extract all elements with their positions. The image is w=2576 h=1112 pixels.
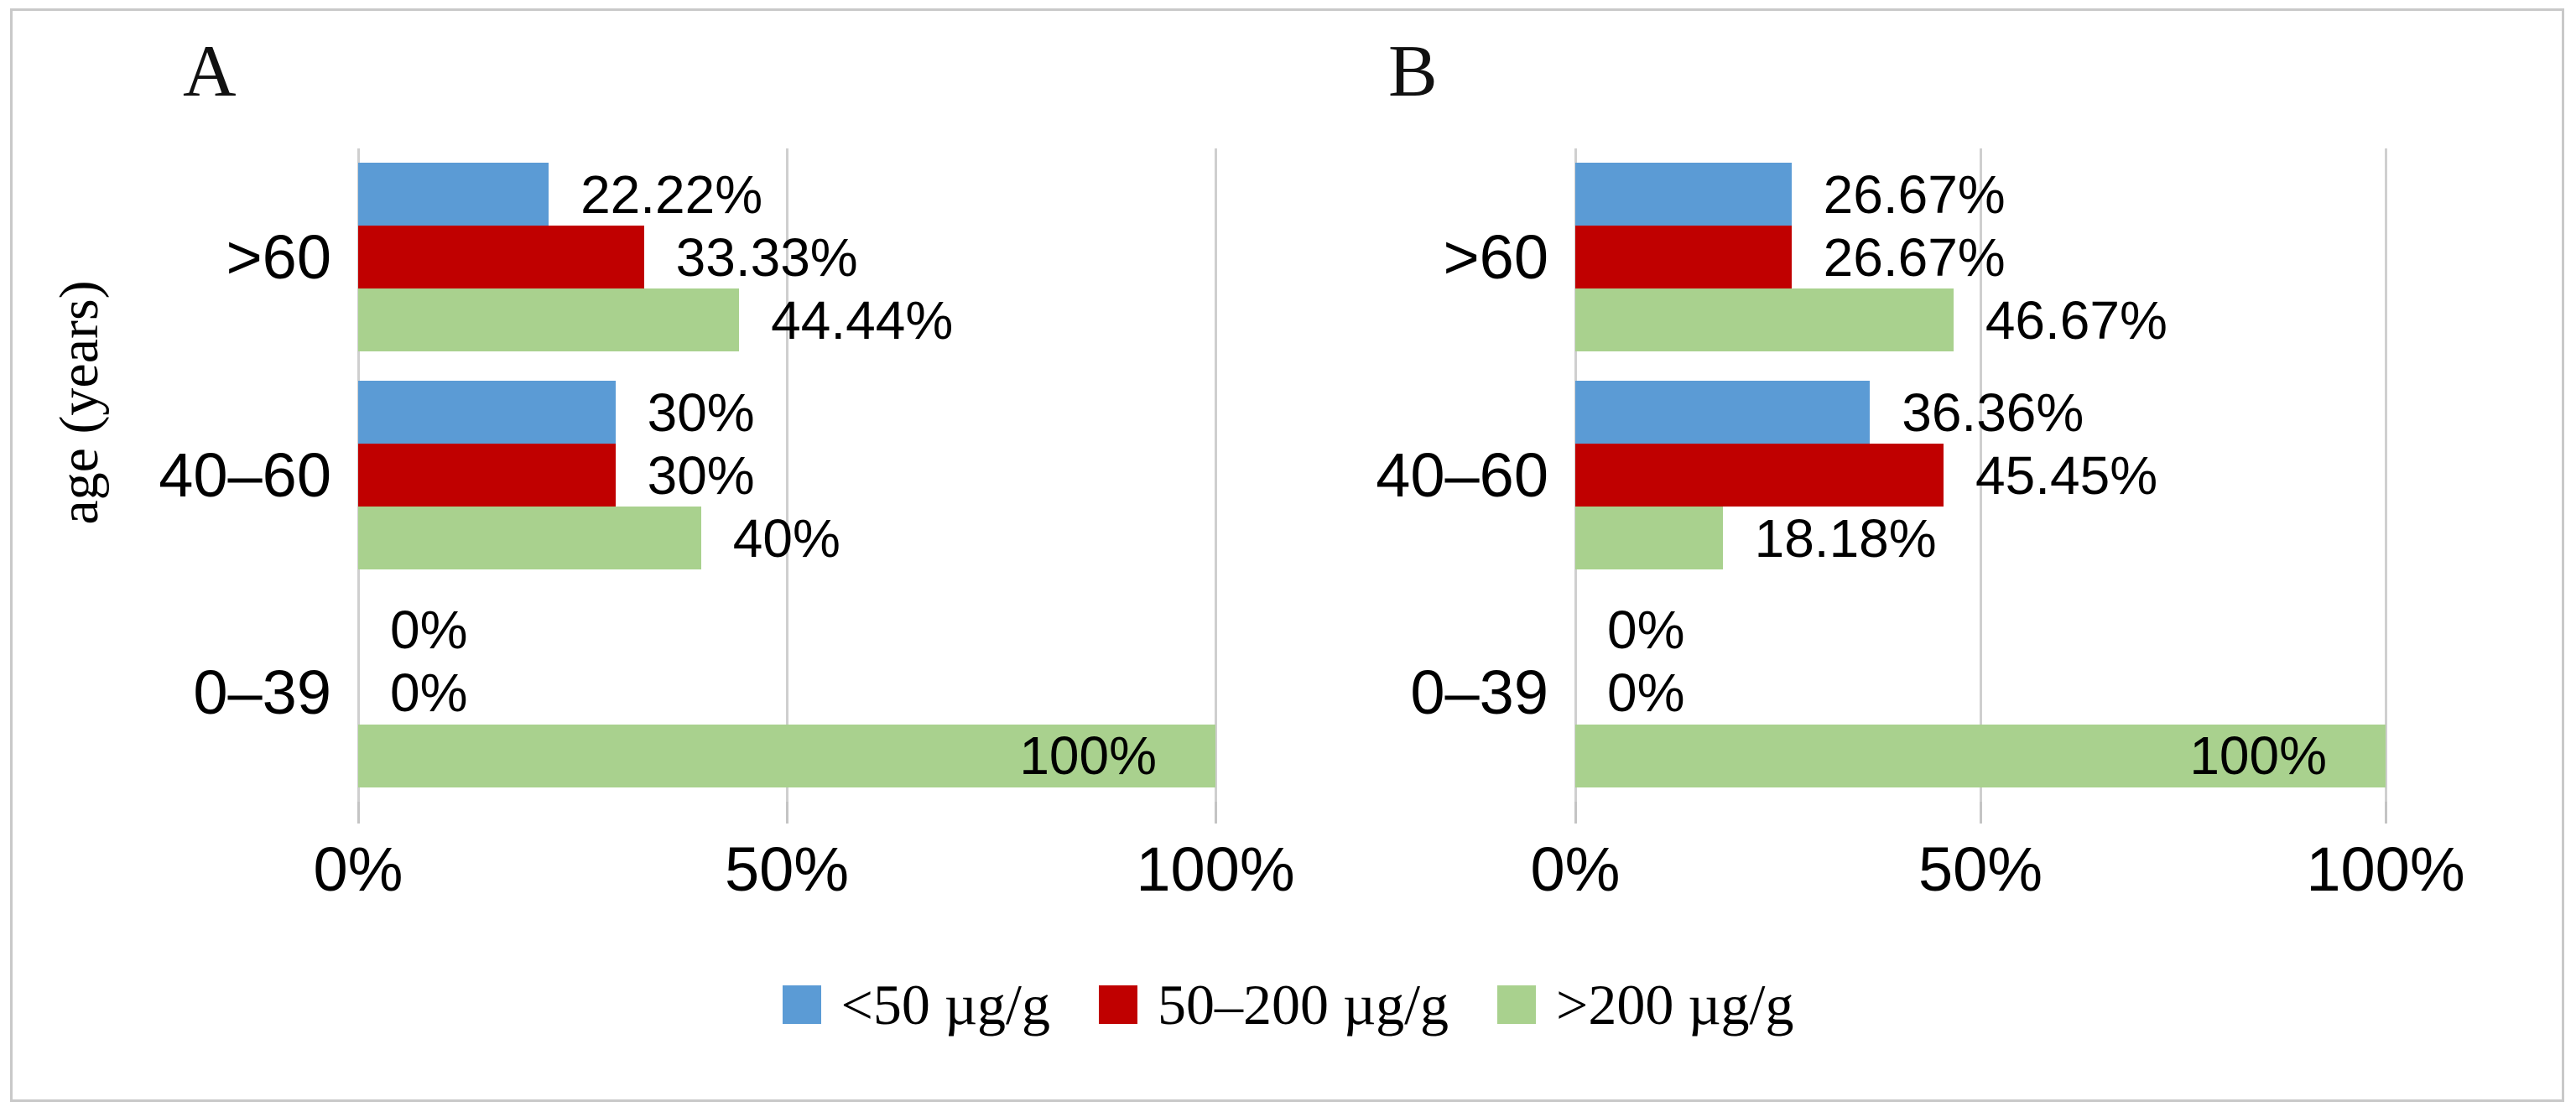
legend-item: >200 µg/g bbox=[1497, 976, 1793, 1033]
category-label: 0–39 bbox=[1410, 657, 1548, 728]
data-label: 36.36% bbox=[1902, 382, 2084, 443]
axis-tick bbox=[1214, 802, 1217, 824]
axis-tick bbox=[785, 802, 788, 824]
data-label: 100% bbox=[1019, 725, 1157, 787]
data-label: 45.45% bbox=[1975, 444, 2158, 506]
data-label: 0% bbox=[1607, 663, 1685, 724]
data-label: 26.67% bbox=[1823, 164, 2006, 225]
legend-swatch-icon bbox=[1497, 985, 1537, 1024]
panel-label-a: A bbox=[183, 31, 237, 112]
axis-tick bbox=[2384, 802, 2387, 824]
legend-swatch-icon bbox=[782, 985, 821, 1024]
bar--200-g-g bbox=[1575, 288, 1954, 352]
category-label: >60 bbox=[1443, 221, 1548, 292]
data-label: 0% bbox=[390, 663, 468, 724]
gridline bbox=[1979, 148, 1982, 802]
legend-item: 50–200 µg/g bbox=[1098, 973, 1449, 1037]
bar--50-g-g bbox=[358, 163, 549, 226]
data-label: 33.33% bbox=[675, 226, 858, 288]
data-label: 18.18% bbox=[1754, 507, 1937, 569]
y-axis-title: age (years) bbox=[49, 280, 110, 525]
legend: <50 µg/g 50–200 µg/g >200 µg/g bbox=[0, 963, 2576, 1047]
bar--200-g-g bbox=[358, 724, 1215, 787]
gridline bbox=[2384, 148, 2387, 802]
legend-label: <50 µg/g bbox=[840, 973, 1050, 1037]
gridline bbox=[785, 148, 788, 802]
data-label: 100% bbox=[2189, 725, 2327, 787]
bar-50-200-g-g bbox=[358, 444, 616, 507]
data-label: 44.44% bbox=[771, 289, 954, 351]
bar-50-200-g-g bbox=[358, 226, 644, 289]
data-label: 22.22% bbox=[580, 164, 763, 225]
legend-label: >200 µg/g bbox=[1556, 973, 1794, 1037]
bar--50-g-g bbox=[1575, 381, 1871, 444]
axis-tick bbox=[1574, 802, 1577, 824]
x-tick-label: 50% bbox=[724, 834, 850, 904]
category-label: >60 bbox=[226, 221, 331, 292]
data-label: 26.67% bbox=[1823, 226, 2006, 288]
data-label: 46.67% bbox=[1985, 289, 2167, 351]
gridline bbox=[1214, 148, 1217, 802]
bar--200-g-g bbox=[1575, 724, 2386, 787]
data-label: 0% bbox=[390, 600, 468, 661]
data-label: 40% bbox=[732, 507, 840, 569]
x-tick-label: 50% bbox=[1918, 834, 2043, 904]
bar--200-g-g bbox=[358, 507, 701, 569]
data-label: 30% bbox=[647, 382, 755, 443]
x-tick-label: 100% bbox=[1136, 834, 1295, 904]
legend-label: 50–200 µg/g bbox=[1157, 973, 1449, 1037]
figure-frame bbox=[10, 8, 2564, 1102]
bar--200-g-g bbox=[1575, 507, 1723, 569]
x-tick-label: 100% bbox=[2306, 834, 2465, 904]
bar-50-200-g-g bbox=[1575, 444, 1944, 507]
panel-label-b: B bbox=[1388, 31, 1438, 112]
category-label: 40–60 bbox=[159, 439, 331, 510]
bar--50-g-g bbox=[1575, 163, 1792, 226]
x-tick-label: 0% bbox=[313, 834, 403, 904]
category-label: 0–39 bbox=[193, 657, 331, 728]
category-label: 40–60 bbox=[1376, 439, 1548, 510]
axis-tick bbox=[1979, 802, 1982, 824]
legend-swatch-icon bbox=[1098, 985, 1137, 1024]
axis-tick bbox=[356, 802, 360, 824]
x-tick-label: 0% bbox=[1530, 834, 1621, 904]
data-label: 30% bbox=[647, 444, 755, 506]
bar--200-g-g bbox=[358, 288, 740, 352]
bar--50-g-g bbox=[358, 381, 616, 444]
data-label: 0% bbox=[1607, 600, 1685, 661]
legend-item: <50 µg/g bbox=[782, 973, 1050, 1037]
bar-50-200-g-g bbox=[1575, 226, 1792, 289]
